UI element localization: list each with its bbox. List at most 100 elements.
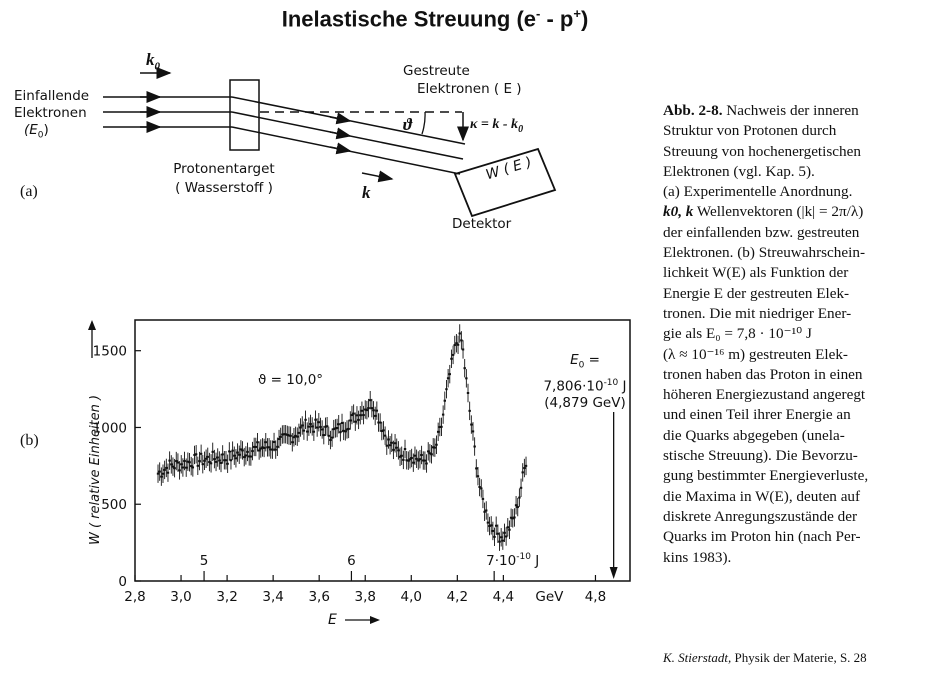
data-point xyxy=(239,448,243,451)
caption-line: der einfallenden bzw. gestreuten xyxy=(663,223,860,241)
data-point xyxy=(340,422,344,425)
data-point xyxy=(186,460,190,463)
data-point xyxy=(364,408,367,411)
data-point xyxy=(395,446,398,449)
detector xyxy=(453,147,557,218)
x-tick-label: 2,8 xyxy=(124,589,145,605)
e0-annotation: E0 = 7,806·10-10 J (4,879 GeV) xyxy=(543,352,627,412)
data-point xyxy=(181,466,185,469)
data-point xyxy=(349,419,352,422)
data-point xyxy=(246,450,249,453)
caption-line: Energie E der gestreuten Elek- xyxy=(663,284,850,302)
data-point xyxy=(390,441,393,444)
data-point xyxy=(506,526,509,529)
data-point xyxy=(254,445,258,448)
data-point xyxy=(436,430,440,433)
data-point xyxy=(158,470,161,473)
data-point xyxy=(518,496,521,499)
caption-line: kins 1983). xyxy=(663,548,732,566)
data-point xyxy=(468,409,471,412)
data-point xyxy=(314,418,317,421)
data-point xyxy=(485,509,488,512)
data-point xyxy=(524,464,528,467)
data-point xyxy=(243,456,246,459)
scattering-chart: 2,8 3,0 3,2 3,4 3,6 3,8 4,0 4,2 4,4 GeV 4,8 0 500 100… xyxy=(88,319,631,624)
data-point xyxy=(420,453,423,456)
data-point xyxy=(221,453,224,456)
data-point xyxy=(509,516,513,519)
data-point xyxy=(339,431,342,434)
data-point xyxy=(224,459,228,462)
x-tick-label: 3,4 xyxy=(262,589,283,605)
caption-line: Quarks im Proton hin (nach Per- xyxy=(663,528,861,546)
data-point xyxy=(317,421,321,424)
data-point xyxy=(365,409,369,412)
data-point xyxy=(196,464,200,467)
data-point xyxy=(302,429,306,432)
data-point xyxy=(228,450,231,453)
data-point xyxy=(405,459,408,462)
experiment-diagram xyxy=(103,67,557,218)
data-point xyxy=(345,428,349,431)
x-tick-label: 4,8 xyxy=(585,589,606,605)
detector-label: Detektor xyxy=(452,216,512,232)
data-point xyxy=(165,466,168,469)
data-point xyxy=(209,462,213,465)
data-point xyxy=(431,446,435,449)
data-point xyxy=(388,444,392,447)
data-point xyxy=(461,348,465,351)
plot-frame xyxy=(134,319,631,582)
panel-a-label: (a) xyxy=(20,183,38,200)
caption-line: Elektronen. (b) Streuwahrschein- xyxy=(663,244,866,262)
data-point xyxy=(213,458,216,461)
data-point xyxy=(516,506,519,509)
data-point xyxy=(332,428,335,431)
data-point xyxy=(359,414,362,417)
data-point xyxy=(403,448,407,451)
data-point xyxy=(284,433,287,436)
data-point xyxy=(206,455,209,458)
data-point xyxy=(334,427,337,430)
data-point xyxy=(481,497,485,500)
x-tick-label: 3,8 xyxy=(354,589,375,605)
data-point xyxy=(370,407,374,410)
data-point xyxy=(456,343,460,346)
data-point xyxy=(176,461,180,464)
caption-line: und einen Teil ihrer Energie an xyxy=(663,406,851,424)
data-point xyxy=(463,367,466,370)
caption-line: k0, k Wellenvektoren (|k| = 2π/λ) xyxy=(663,203,864,221)
data-point xyxy=(208,461,211,464)
figure-caption: Abb. 2-8. Nachweis der inneren Struktur … xyxy=(663,101,935,568)
caption-line: gung bestimmter Energieverluste, xyxy=(663,467,869,485)
data-point xyxy=(496,532,500,535)
data-point xyxy=(160,475,163,478)
data-point xyxy=(427,450,430,453)
data-point xyxy=(440,425,443,428)
data-point xyxy=(418,458,422,461)
data-point xyxy=(327,434,330,437)
data-point xyxy=(173,467,176,470)
data-point xyxy=(199,452,203,455)
data-point xyxy=(402,458,405,461)
data-point xyxy=(494,524,498,527)
data-point xyxy=(236,451,239,454)
data-point xyxy=(342,429,345,432)
data-point xyxy=(289,434,292,437)
data-point xyxy=(161,472,165,475)
data-point xyxy=(256,441,259,444)
data-point xyxy=(189,465,193,468)
panel-b-label: (b) xyxy=(20,432,39,449)
data-point xyxy=(185,466,188,469)
data-point xyxy=(178,469,181,472)
data-point xyxy=(486,521,490,524)
data-point xyxy=(231,449,234,452)
data-point xyxy=(347,427,350,430)
data-point xyxy=(508,528,511,531)
caption-line: lichkeit W(E) als Funktion der xyxy=(663,264,849,282)
data-point xyxy=(291,441,294,444)
data-point xyxy=(355,414,359,417)
caption-line: die Quarks abgegeben (unela- xyxy=(663,426,845,444)
data-point xyxy=(324,425,327,428)
data-point xyxy=(226,462,229,465)
y-tick-label: 500 xyxy=(101,497,127,513)
